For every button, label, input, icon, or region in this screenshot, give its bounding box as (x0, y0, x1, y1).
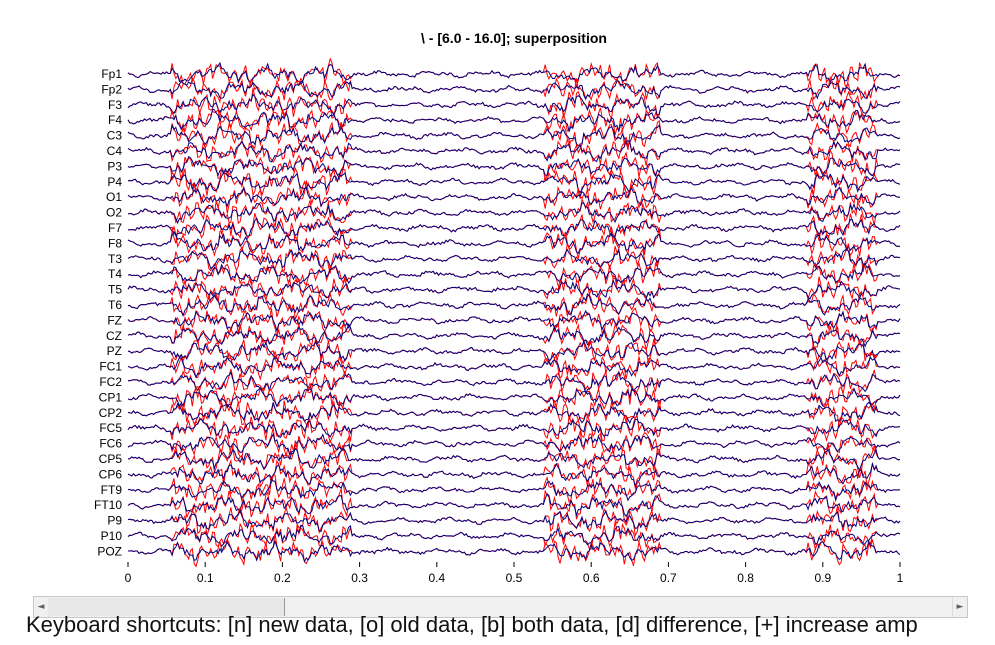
trace-new-f4 (127, 107, 901, 136)
x-tick-label: 0.5 (506, 571, 523, 585)
trace-old-f4 (127, 108, 901, 133)
channel-label-f4: F4 (108, 113, 122, 127)
channel-label-f3: F3 (108, 98, 122, 112)
trace-old-f3 (127, 93, 901, 116)
channel-label-fp2: Fp2 (101, 82, 122, 96)
x-tick-label: 0.7 (660, 571, 677, 585)
eeg-traces (127, 57, 901, 568)
x-tick-label: 0 (125, 571, 132, 585)
channel-label-fz: FZ (107, 313, 122, 327)
channel-label-p3: P3 (107, 159, 122, 173)
trace-old-cz (127, 323, 901, 348)
channel-label-t3: T3 (108, 252, 122, 266)
trace-new-c4 (127, 136, 901, 166)
channel-label-cp6: CP6 (99, 467, 123, 481)
channel-label-fc5: FC5 (99, 421, 122, 435)
x-tick-label: 0.3 (351, 571, 368, 585)
channel-label-fc2: FC2 (99, 375, 122, 389)
trace-old-poz (127, 539, 901, 563)
channel-label-t4: T4 (108, 267, 122, 281)
trace-old-cp1 (127, 387, 901, 409)
x-axis: 0 0.1 0.2 0.3 0.4 0.5 0.6 0.7 0.8 0.9 1 (125, 562, 904, 585)
channel-label-f8: F8 (108, 236, 122, 250)
x-tick-label: 0.1 (197, 571, 214, 585)
trace-old-cp6 (127, 461, 901, 488)
trace-new-pz (127, 337, 901, 366)
scroll-right-arrow-icon[interactable]: ► (952, 597, 967, 617)
trace-old-fc1 (127, 356, 900, 379)
channel-label-p4: P4 (107, 175, 122, 189)
trace-old-p3 (127, 155, 901, 178)
trace-old-fc2 (127, 371, 901, 395)
trace-old-p10 (127, 524, 901, 547)
trace-old-cp5 (127, 447, 901, 472)
horizontal-scrollbar[interactable]: ◄ ► (33, 596, 968, 618)
trace-old-fp1 (127, 61, 901, 86)
channel-label-poz: POZ (97, 544, 122, 558)
trace-old-fc5 (127, 418, 901, 439)
channel-label-cp2: CP2 (99, 406, 123, 420)
trace-old-fp2 (127, 80, 901, 101)
trace-old-c4 (127, 140, 901, 163)
channel-label-t6: T6 (108, 298, 122, 312)
channel-label-cp5: CP5 (99, 452, 123, 466)
trace-new-fc1 (127, 351, 901, 381)
trace-new-p3 (127, 149, 901, 181)
trace-old-fc6 (127, 432, 901, 456)
channel-label-fc6: FC6 (99, 437, 122, 451)
channel-label-t5: T5 (108, 283, 122, 297)
scrollbar-thumb[interactable] (48, 598, 285, 616)
trace-old-o2 (127, 201, 901, 225)
channel-label-o1: O1 (106, 190, 122, 204)
x-tick-label: 0.8 (737, 571, 754, 585)
trace-old-p4 (127, 171, 901, 194)
trace-old-c3 (127, 124, 901, 147)
x-tick-label: 0.6 (583, 571, 600, 585)
channel-label-cz: CZ (106, 329, 122, 343)
x-tick-label: 0.2 (274, 571, 291, 585)
channel-label-ft9: FT9 (101, 483, 123, 497)
channel-label-o2: O2 (106, 206, 122, 220)
channel-label-cp1: CP1 (99, 390, 123, 404)
trace-old-p9 (127, 509, 901, 533)
trace-new-poz (127, 533, 901, 568)
keyboard-shortcuts-help: Keyboard shortcuts: [n] new data, [o] ol… (26, 612, 918, 637)
channel-label-fp1: Fp1 (101, 67, 122, 81)
trace-old-fz (127, 309, 901, 333)
channel-label-p9: P9 (107, 514, 122, 528)
x-tick-label: 0.4 (428, 571, 445, 585)
channel-label-p10: P10 (101, 529, 123, 543)
channel-label-f7: F7 (108, 221, 122, 235)
trace-old-t3 (127, 247, 901, 270)
channel-label-pz: PZ (107, 344, 122, 358)
trace-old-f7 (128, 217, 901, 238)
trace-old-pz (127, 339, 901, 362)
trace-old-ft9 (128, 477, 901, 503)
channel-label-fc1: FC1 (99, 360, 122, 374)
trace-new-cp2 (127, 397, 901, 429)
trace-old-t4 (127, 262, 901, 285)
trace-old-t5 (127, 279, 901, 301)
plot-title: \ - [6.0 - 16.0]; superposition (421, 30, 607, 46)
trace-old-cp2 (127, 401, 901, 425)
channel-label-c3: C3 (107, 129, 123, 143)
trace-old-f8 (127, 230, 900, 255)
trace-old-o1 (127, 185, 901, 208)
channel-label-ft10: FT10 (94, 498, 122, 512)
x-tick-label: 0.9 (814, 571, 831, 585)
trace-new-p4 (128, 167, 901, 199)
x-tick-label: 1 (897, 571, 904, 585)
channel-label-c4: C4 (107, 144, 123, 158)
trace-old-ft10 (127, 493, 901, 518)
trace-old-t6 (127, 293, 901, 317)
